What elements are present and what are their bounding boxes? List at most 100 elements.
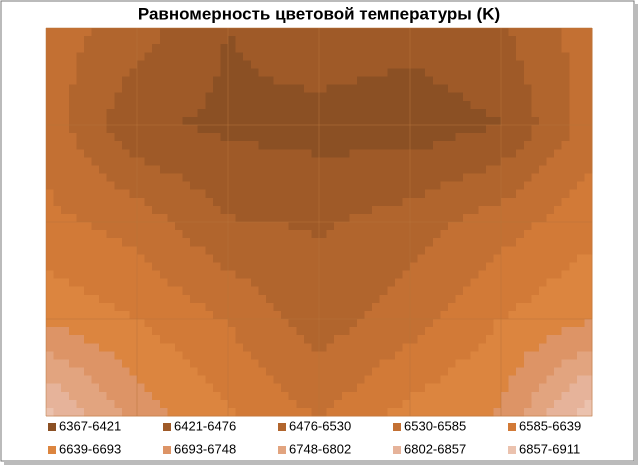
contour-cell [265, 133, 275, 142]
contour-cell [440, 76, 449, 86]
contour-cell [387, 254, 396, 264]
contour-cell [212, 359, 222, 369]
contour-cell [220, 359, 229, 369]
contour-cell [410, 173, 419, 183]
contour-cell [53, 36, 62, 45]
contour-cell [243, 36, 252, 45]
contour-cell [190, 359, 199, 369]
contour-cell [501, 173, 510, 183]
contour-cell [334, 286, 343, 296]
contour-cell [137, 270, 146, 280]
contour-cell [455, 367, 464, 377]
contour-cell [243, 84, 252, 94]
contour-cell [440, 141, 449, 150]
contour-cell [220, 157, 229, 167]
contour-cell [235, 286, 244, 296]
contour-cell [258, 44, 267, 53]
contour-cell [152, 399, 161, 409]
plot-area [46, 28, 593, 417]
contour-cell [220, 84, 229, 94]
contour-cell [220, 68, 229, 78]
contour-cell [319, 28, 328, 37]
contour-cell [410, 157, 419, 167]
contour-cell [356, 44, 366, 53]
contour-cell [61, 173, 70, 183]
contour-cell [470, 310, 479, 320]
contour-cell [440, 165, 449, 175]
contour-cell [531, 149, 540, 158]
contour-cell [425, 367, 434, 377]
contour-cell [53, 254, 62, 264]
contour-cell [258, 116, 267, 126]
contour-cell [523, 359, 532, 369]
contour-cell [182, 367, 191, 377]
contour-cell [402, 375, 411, 385]
contour-cell [258, 278, 267, 288]
contour-cell [265, 213, 275, 223]
contour-cell [554, 335, 563, 344]
contour-cell [341, 367, 350, 377]
contour-cell [493, 28, 502, 37]
contour-cell [402, 230, 411, 239]
contour-cell [182, 44, 191, 53]
contour-cell [121, 310, 131, 320]
contour-cell [561, 149, 570, 158]
contour-cell [137, 294, 146, 304]
contour-cell [243, 60, 252, 70]
contour-cell [182, 262, 191, 272]
contour-cell [159, 278, 168, 288]
contour-cell [197, 116, 206, 126]
contour-cell [402, 76, 411, 86]
contour-cell [228, 359, 237, 369]
contour-cell [546, 165, 555, 175]
contour-cell [53, 133, 62, 142]
contour-cell [190, 173, 199, 183]
contour-cell [212, 391, 222, 401]
contour-cell [554, 157, 563, 167]
contour-cell [417, 108, 426, 118]
contour-cell [569, 205, 578, 215]
contour-cell [493, 189, 502, 199]
contour-cell [303, 302, 313, 312]
contour-cell [584, 213, 593, 223]
contour-cell [569, 246, 578, 255]
contour-cell [516, 157, 525, 167]
contour-cell [319, 254, 328, 264]
contour-cell [326, 68, 335, 78]
contour-cell [303, 319, 313, 328]
contour-cell [265, 28, 275, 37]
contour-cell [341, 335, 350, 344]
contour-cell [356, 189, 366, 199]
contour-cell [463, 84, 472, 94]
contour-cell [205, 68, 214, 78]
contour-cell [319, 92, 328, 102]
contour-cell [182, 246, 191, 255]
contour-cell [349, 44, 358, 53]
contour-cell [584, 327, 593, 336]
contour-cell [281, 375, 290, 385]
contour-cell [546, 294, 555, 304]
contour-cell [61, 310, 70, 320]
contour-cell [114, 44, 123, 53]
contour-cell [326, 116, 335, 126]
contour-cell [311, 278, 320, 288]
contour-cell [516, 141, 525, 150]
contour-cell [501, 302, 510, 312]
contour-cell [311, 36, 320, 45]
contour-cell [364, 92, 373, 102]
contour-cell [167, 165, 176, 175]
contour-cell [576, 327, 586, 336]
contour-cell [387, 133, 396, 142]
contour-cell [569, 278, 578, 288]
contour-cell [129, 262, 138, 272]
contour-cell [561, 68, 570, 78]
contour-cell [159, 76, 168, 86]
contour-cell [61, 335, 70, 344]
contour-cell [220, 238, 229, 247]
contour-cell [46, 76, 55, 86]
contour-cell [356, 100, 366, 110]
contour-cell [493, 68, 502, 78]
contour-cell [273, 84, 282, 94]
contour-cell [569, 367, 578, 377]
contour-cell [129, 68, 138, 78]
